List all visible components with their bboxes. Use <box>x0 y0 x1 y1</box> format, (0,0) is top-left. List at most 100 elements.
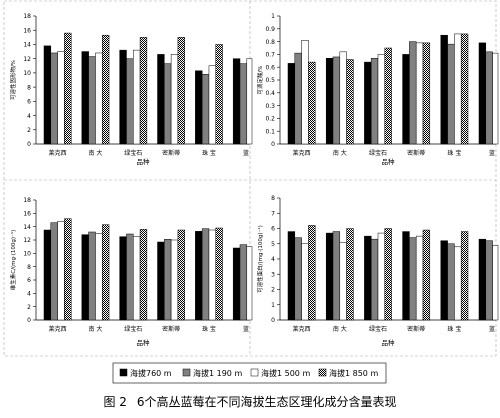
bar-2 <box>239 244 248 321</box>
y-tick-label: 5 <box>271 241 275 248</box>
bar-3 <box>415 42 424 145</box>
bar-1 <box>478 42 487 145</box>
bar-3 <box>301 243 309 321</box>
y-tick-label: 0.9 <box>265 26 275 33</box>
x-axis-label: 品种 <box>382 157 396 166</box>
x-axis-label: 品种 <box>137 338 151 347</box>
bar-4 <box>384 228 392 321</box>
y-tick-label: 18 <box>23 197 31 204</box>
bar-3 <box>415 235 424 321</box>
bar-3 <box>170 239 179 321</box>
bar-2 <box>370 238 379 321</box>
x-tick-label: 绿宝石 <box>124 149 142 157</box>
x-tick-label: 南 大 <box>88 149 102 157</box>
bar-4 <box>215 227 223 321</box>
bar-2 <box>126 233 134 321</box>
x-tick-label: 蓝 <box>489 325 495 333</box>
y-tick-label: 12 <box>23 237 31 244</box>
bar-2 <box>50 52 58 145</box>
bar-1 <box>440 240 448 321</box>
bar-1 <box>232 58 241 145</box>
y-tick-label: 10 <box>23 251 31 258</box>
y-tick-label: 10 <box>23 70 31 77</box>
bar-4 <box>308 225 316 321</box>
y-tick-label: 0 <box>271 317 275 324</box>
legend-box <box>112 362 387 384</box>
legend-label-3: 海拔1 500 m <box>261 368 310 378</box>
y-axis-label: 可溶性蛋白/(mg·(100g)⁻¹) <box>256 225 264 293</box>
x-axis-label: 品种 <box>137 157 151 166</box>
bar-2 <box>332 56 341 145</box>
y-tick-label: 0 <box>27 317 31 324</box>
bar-1 <box>195 70 203 145</box>
bar-3 <box>57 51 65 145</box>
bar-4 <box>64 32 72 145</box>
bar-2 <box>88 56 96 145</box>
bar-2 <box>239 63 248 145</box>
x-tick-label: 蓝 <box>243 149 249 157</box>
bar-3 <box>377 54 386 145</box>
bar-1 <box>287 63 296 145</box>
bar-4 <box>101 34 110 145</box>
bar-1 <box>440 34 448 145</box>
y-tick-label: 0 <box>271 141 275 148</box>
bar-3 <box>301 40 309 145</box>
bar-3 <box>95 233 103 321</box>
x-tick-label: 南 大 <box>333 149 347 157</box>
bar-1 <box>195 231 203 321</box>
bar-4 <box>177 37 185 145</box>
bar-3 <box>454 33 462 145</box>
bar-3 <box>95 52 103 145</box>
bar-3 <box>492 52 499 145</box>
bar-4 <box>346 228 354 321</box>
bar-3 <box>133 49 141 145</box>
y-tick-label: 0.8 <box>265 39 275 46</box>
bar-4 <box>422 229 431 321</box>
bar-4 <box>460 231 469 321</box>
y-tick-label: 6 <box>27 277 31 284</box>
bar-4 <box>422 42 431 145</box>
chart-panels: 024681012141618莱克西南 大绿宝石 密斯蒂珠 宝蓝品种可溶性固形物/… <box>9 13 499 347</box>
bar-4 <box>460 33 469 145</box>
bar-1 <box>119 236 127 321</box>
bar-1 <box>119 49 127 145</box>
y-tick-label: 8 <box>271 195 275 202</box>
legend-label-1: 海拔760 m <box>130 368 172 378</box>
y-tick-label: 2 <box>27 127 31 134</box>
legend-swatch-4 <box>318 368 327 377</box>
y-axis-label: 可滴定酸/% <box>256 65 264 94</box>
bar-3 <box>339 51 347 145</box>
bar-1 <box>232 247 241 321</box>
x-tick-label: 密斯蒂 <box>407 325 425 333</box>
y-axis-label: 维生素C/(mg·(100g)⁻¹) <box>9 230 17 290</box>
y-tick-label: 1 <box>271 302 275 309</box>
bar-4 <box>139 37 148 145</box>
figure-label: 图 2 <box>103 395 127 409</box>
bar-3 <box>339 241 347 321</box>
y-tick-label: 0.2 <box>265 116 275 123</box>
y-axis-label: 可溶性固形物/% <box>9 60 17 100</box>
x-tick-label: 南 大 <box>333 325 347 333</box>
bar-2 <box>447 243 455 321</box>
chart-panel-bottom-right: 0 1 2 3 4 5 6 7 8 莱克西 南 大 绿宝石 密斯蒂 珠 宝 蓝品种 可溶性蛋白/(mg·(10… <box>256 195 499 347</box>
x-tick-label: 密斯蒂 <box>162 149 180 157</box>
x-tick-label: 莱克西 <box>49 149 67 157</box>
x-tick-label: 绿宝石 <box>369 325 387 333</box>
x-tick-label: 珠 宝 <box>202 149 216 157</box>
bar-2 <box>50 222 58 321</box>
bar-1 <box>402 54 410 145</box>
legend-label-2: 海拔1 190 m <box>193 368 242 378</box>
bar-3 <box>454 246 462 321</box>
y-tick-label: 12 <box>23 56 31 63</box>
x-tick-label: 珠 宝 <box>447 149 461 157</box>
bar-2 <box>485 51 493 145</box>
figure-caption-text: 6个高丛蓝莓在不同海拔生态区理化成分含量表现 <box>136 395 397 409</box>
y-tick-label: 6 <box>27 99 31 106</box>
x-tick-label: 南 大 <box>88 325 102 333</box>
bar-1 <box>81 234 89 321</box>
bar-1 <box>157 54 165 145</box>
x-tick-label: 珠 宝 <box>202 325 216 333</box>
bar-2 <box>409 41 417 145</box>
legend-swatch-2 <box>182 368 191 377</box>
bar-3 <box>246 246 253 321</box>
